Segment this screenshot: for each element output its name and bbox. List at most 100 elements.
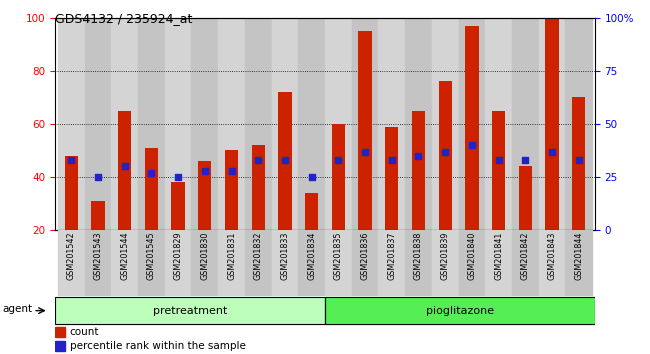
Bar: [332, 124, 345, 230]
Text: GSM201830: GSM201830: [200, 232, 209, 280]
Bar: [252, 145, 265, 230]
Bar: [272, 18, 298, 230]
Text: GSM201840: GSM201840: [467, 232, 476, 280]
Bar: [325, 18, 352, 230]
Bar: [352, 18, 378, 230]
Point: [200, 168, 210, 173]
Bar: [325, 230, 352, 296]
Point: [226, 168, 237, 173]
Bar: [486, 230, 512, 296]
Text: pioglitazone: pioglitazone: [426, 306, 494, 316]
Bar: [58, 230, 84, 296]
Bar: [55, 327, 65, 337]
Bar: [111, 18, 138, 230]
Point: [467, 142, 477, 148]
Bar: [278, 92, 292, 230]
Point: [387, 157, 397, 163]
Text: GSM201843: GSM201843: [547, 232, 556, 280]
Bar: [539, 18, 566, 230]
Bar: [352, 230, 378, 296]
Bar: [545, 18, 559, 230]
Bar: [64, 156, 78, 230]
Bar: [572, 97, 586, 230]
Bar: [272, 230, 298, 296]
Bar: [138, 18, 164, 230]
Bar: [412, 110, 425, 230]
Bar: [405, 18, 432, 230]
Text: percentile rank within the sample: percentile rank within the sample: [70, 341, 246, 351]
Point: [333, 157, 344, 163]
Bar: [405, 230, 432, 296]
Text: agent: agent: [3, 304, 33, 314]
Point: [146, 170, 157, 176]
Bar: [118, 110, 131, 230]
Bar: [84, 230, 111, 296]
Text: pretreatment: pretreatment: [153, 306, 228, 316]
Bar: [305, 193, 318, 230]
Text: GSM201544: GSM201544: [120, 232, 129, 280]
Bar: [519, 166, 532, 230]
Bar: [138, 230, 164, 296]
Bar: [385, 126, 398, 230]
Bar: [325, 297, 595, 324]
Text: GSM201844: GSM201844: [574, 232, 583, 280]
Bar: [512, 18, 539, 230]
Point: [360, 149, 370, 154]
Bar: [432, 18, 458, 230]
Point: [253, 157, 263, 163]
Text: GSM201831: GSM201831: [227, 232, 236, 280]
Bar: [55, 297, 325, 324]
Text: GDS4132 / 235924_at: GDS4132 / 235924_at: [55, 12, 192, 25]
Bar: [218, 230, 245, 296]
Text: GSM201543: GSM201543: [94, 232, 103, 280]
Bar: [245, 18, 272, 230]
Bar: [539, 230, 566, 296]
Text: GSM201838: GSM201838: [414, 232, 423, 280]
Point: [306, 174, 317, 180]
Bar: [84, 18, 111, 230]
Bar: [58, 18, 84, 230]
Text: GSM201841: GSM201841: [494, 232, 503, 280]
Text: GSM201842: GSM201842: [521, 232, 530, 280]
Bar: [218, 18, 245, 230]
Point: [120, 164, 130, 169]
Bar: [192, 230, 218, 296]
Bar: [164, 230, 192, 296]
Point: [173, 174, 183, 180]
Text: count: count: [70, 327, 99, 337]
Bar: [298, 18, 325, 230]
Bar: [245, 230, 272, 296]
Text: GSM201829: GSM201829: [174, 232, 183, 280]
Bar: [492, 110, 505, 230]
Point: [573, 157, 584, 163]
Bar: [111, 230, 138, 296]
Bar: [458, 18, 486, 230]
Bar: [486, 18, 512, 230]
Bar: [432, 230, 458, 296]
Point: [493, 157, 504, 163]
Text: GSM201836: GSM201836: [361, 232, 370, 280]
Text: GSM201835: GSM201835: [334, 232, 343, 280]
Bar: [298, 230, 325, 296]
Point: [66, 157, 77, 163]
Bar: [164, 18, 192, 230]
Point: [280, 157, 290, 163]
Text: GSM201542: GSM201542: [67, 232, 76, 280]
Bar: [55, 341, 65, 351]
Bar: [358, 31, 372, 230]
Bar: [512, 230, 539, 296]
Text: GSM201832: GSM201832: [254, 232, 263, 280]
Text: GSM201837: GSM201837: [387, 232, 396, 280]
Bar: [198, 161, 211, 230]
Bar: [55, 297, 325, 324]
Bar: [378, 230, 405, 296]
Point: [93, 174, 103, 180]
Bar: [172, 182, 185, 230]
Bar: [439, 81, 452, 230]
Bar: [225, 150, 238, 230]
Bar: [378, 18, 405, 230]
Text: GSM201839: GSM201839: [441, 232, 450, 280]
Text: GSM201834: GSM201834: [307, 232, 316, 280]
Point: [547, 149, 557, 154]
Point: [413, 153, 424, 159]
